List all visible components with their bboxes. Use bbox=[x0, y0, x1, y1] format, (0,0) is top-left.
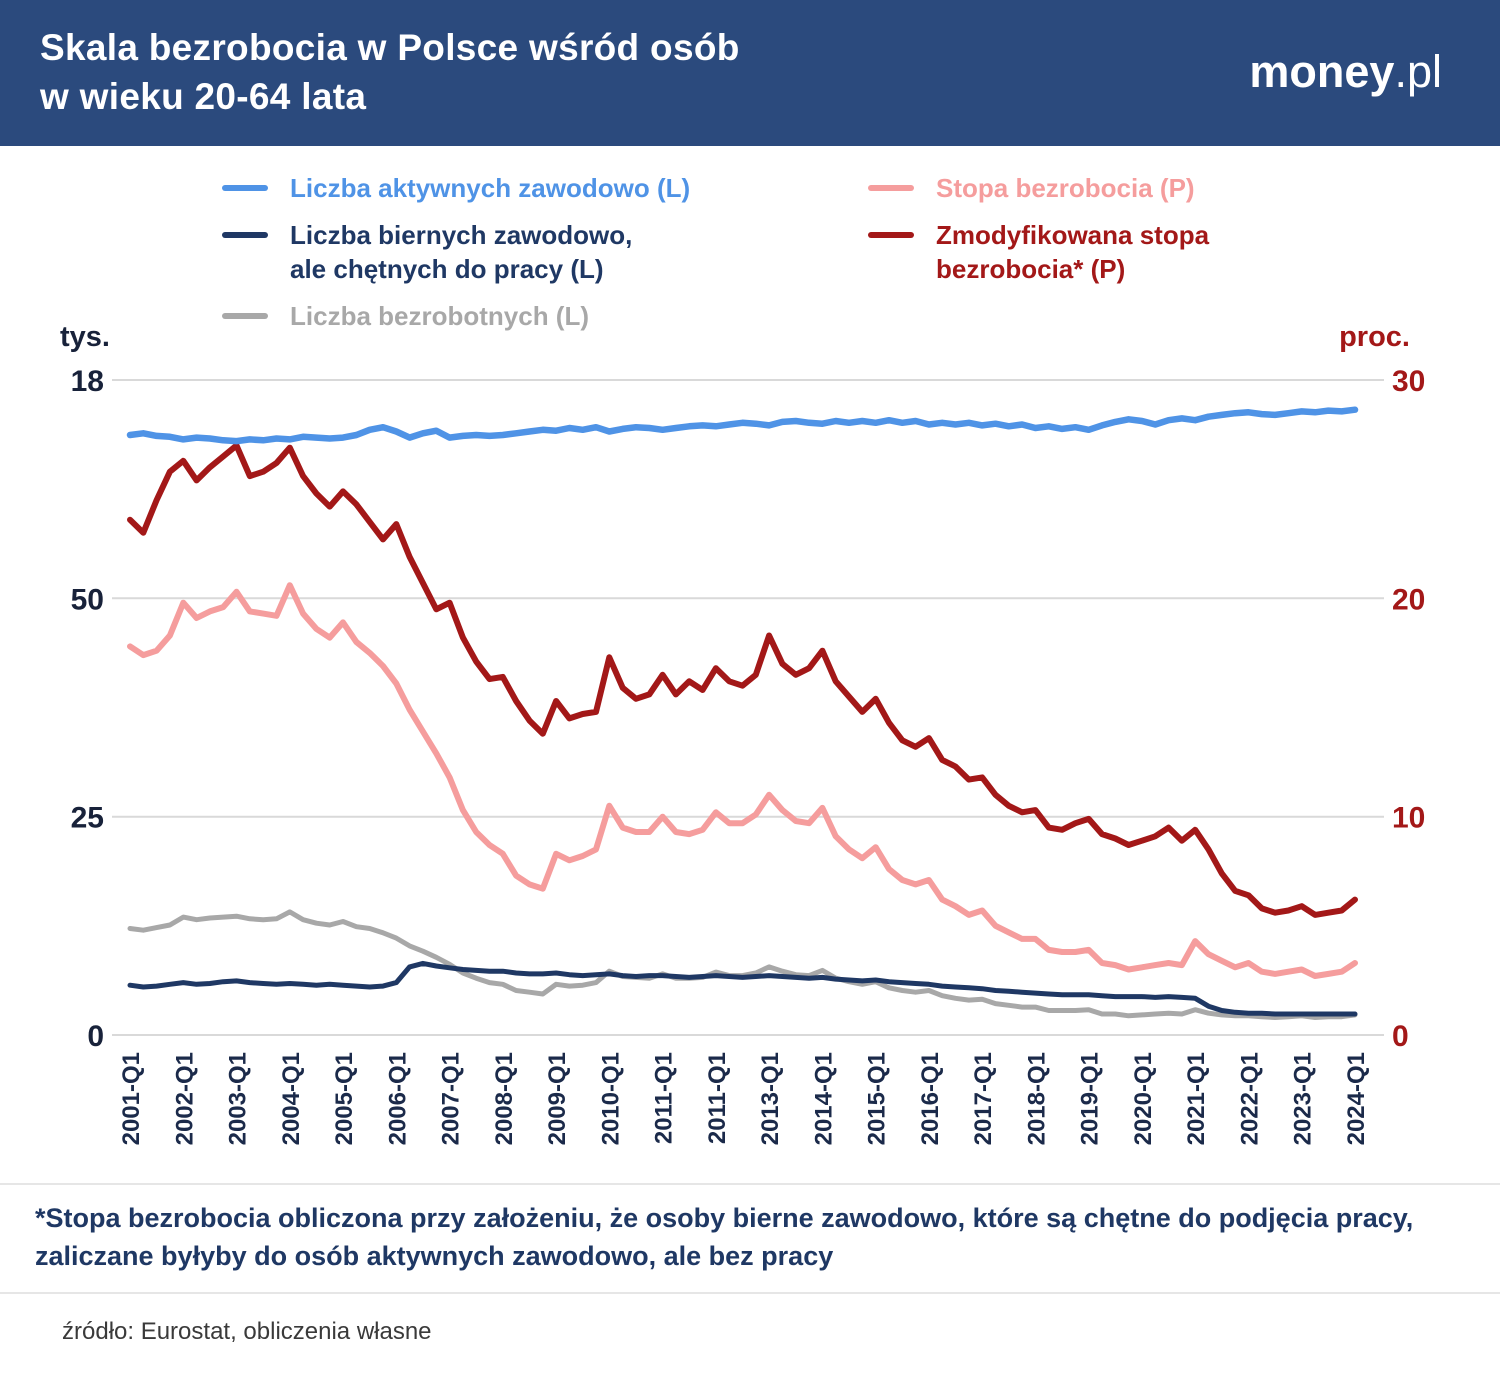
x-axis-label: 2009-Q1 bbox=[544, 1052, 571, 1145]
y-axis-tick-right: 20 bbox=[1392, 583, 1425, 616]
footnote: *Stopa bezrobocia obliczona przy założen… bbox=[35, 1200, 1413, 1276]
x-axis-label: 2010-Q1 bbox=[597, 1052, 624, 1145]
x-axis-label: 2021-Q1 bbox=[1183, 1052, 1210, 1145]
y-axis-tick-left: 25 bbox=[71, 802, 104, 835]
x-axis-label: 2018-Q1 bbox=[1023, 1052, 1050, 1145]
x-axis-label: 2006-Q1 bbox=[384, 1052, 411, 1145]
x-axis-label: 2020-Q1 bbox=[1130, 1052, 1157, 1145]
legend-column-left: Liczba aktywnych zawodowo (L) Liczba bie… bbox=[222, 172, 690, 333]
x-axis-label: 2017-Q1 bbox=[970, 1052, 997, 1145]
x-axis-label: 2022-Q1 bbox=[1237, 1052, 1264, 1145]
legend-item-zmod: Zmodyfikowana stopa bezrobocia* (P) bbox=[868, 219, 1209, 286]
right-axis-title: proc. bbox=[1339, 321, 1410, 353]
y-axis-tick-left: 18 bbox=[71, 365, 104, 398]
x-axis-label: 2001-Q1 bbox=[118, 1052, 145, 1145]
source-text: źródło: Eurostat, obliczenia własne bbox=[62, 1318, 432, 1345]
divider-bottom bbox=[0, 1292, 1500, 1294]
legend-column-right: Stopa bezrobocia (P) Zmodyfikowana stopa… bbox=[868, 172, 1209, 286]
legend-item-aktywni: Liczba aktywnych zawodowo (L) bbox=[222, 172, 690, 205]
footnote-line1: *Stopa bezrobocia obliczona przy założen… bbox=[35, 1203, 1414, 1233]
series-line-zmod bbox=[127, 442, 1358, 918]
footnote-line2: zaliczane byłyby do osób aktywnych zawod… bbox=[35, 1240, 834, 1271]
x-axis-label: 2023-Q1 bbox=[1290, 1052, 1317, 1145]
legend-swatch-aktywni-icon bbox=[222, 185, 268, 191]
divider-top bbox=[0, 1183, 1500, 1185]
series-line-stopa bbox=[127, 582, 1358, 979]
legend-swatch-zmod-icon bbox=[868, 232, 914, 239]
moneypl-logo: money.pl bbox=[1249, 46, 1442, 98]
x-axis-label: 2019-Q1 bbox=[1077, 1052, 1104, 1145]
series-line-aktywni bbox=[126, 406, 1359, 445]
moneypl-logo-bold: money bbox=[1249, 46, 1395, 97]
legend-label-zmod: Zmodyfikowana stopa bezrobocia* (P) bbox=[936, 220, 1210, 284]
x-axis-label: 2005-Q1 bbox=[331, 1052, 358, 1145]
page-title-line2: w wieku 20-64 lata bbox=[40, 75, 367, 117]
x-axis-label: 2024-Q1 bbox=[1343, 1052, 1370, 1145]
y-axis-tick-left: 0 bbox=[87, 1020, 104, 1053]
header: Skala bezrobocia w Polsce wśród osób w w… bbox=[0, 0, 1500, 146]
page-title-line1: Skala bezrobocia w Polsce wśród osób bbox=[40, 27, 740, 68]
legend-label-bezrobotni: Liczba bezrobotnych (L) bbox=[290, 300, 589, 331]
series-line-bezrobotni bbox=[127, 909, 1358, 1020]
y-axis-tick-right: 30 bbox=[1392, 365, 1425, 398]
y-axis-tick-right: 0 bbox=[1392, 1020, 1409, 1053]
legend-item-stopa: Stopa bezrobocia (P) bbox=[868, 172, 1209, 205]
x-axis-label: 2008-Q1 bbox=[491, 1052, 518, 1145]
legend-item-bezrobotni: Liczba bezrobotnych (L) bbox=[222, 300, 690, 333]
legend-label-bierni: Liczba biernych zawodowo, ale chętnych d… bbox=[290, 220, 633, 284]
gridlines bbox=[112, 379, 1384, 1036]
moneypl-logo-light: .pl bbox=[1394, 46, 1442, 97]
series-line-bierni bbox=[127, 960, 1358, 1017]
x-axis-label: 2007-Q1 bbox=[438, 1052, 465, 1145]
legend-item-bierni: Liczba biernych zawodowo, ale chętnych d… bbox=[222, 219, 690, 286]
x-axis-label: 2013-Q1 bbox=[757, 1052, 784, 1145]
y-axis-tick-right: 10 bbox=[1392, 802, 1425, 835]
x-axis-label: 2011-Q1 bbox=[651, 1052, 678, 1144]
x-axis-label: 2016-Q1 bbox=[917, 1052, 944, 1145]
x-axis-label: 2014-Q1 bbox=[810, 1052, 837, 1145]
x-axis-label: 2002-Q1 bbox=[171, 1052, 198, 1145]
x-axis-label: 2011-Q1 bbox=[704, 1052, 731, 1144]
legend-swatch-stopa-icon bbox=[868, 185, 914, 191]
legend-swatch-bezrobotni-icon bbox=[222, 312, 268, 319]
x-axis-label: 2003-Q1 bbox=[225, 1052, 252, 1145]
legend-label-stopa: Stopa bezrobocia (P) bbox=[936, 173, 1195, 203]
left-axis-title: tys. bbox=[60, 321, 110, 353]
x-axis-label: 2015-Q1 bbox=[864, 1052, 891, 1145]
legend-swatch-bierni-icon bbox=[222, 232, 268, 239]
x-axis-label: 2004-Q1 bbox=[278, 1052, 305, 1145]
y-axis-tick-left: 50 bbox=[71, 583, 104, 616]
page-title: Skala bezrobocia w Polsce wśród osób w w… bbox=[40, 24, 740, 122]
legend-label-aktywni: Liczba aktywnych zawodowo (L) bbox=[290, 173, 691, 203]
